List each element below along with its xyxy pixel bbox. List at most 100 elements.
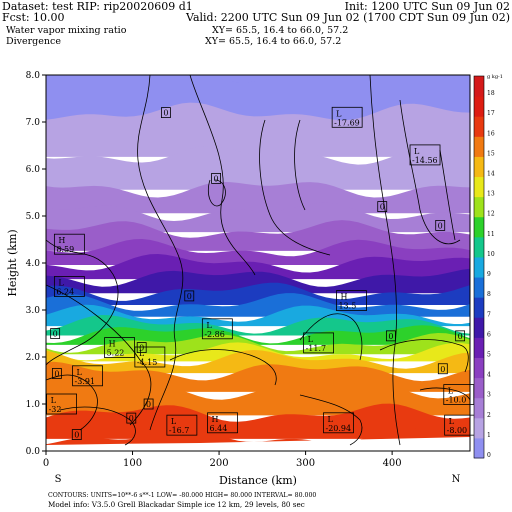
svg-text:6.24: 6.24: [56, 288, 74, 297]
colorbar-swatch: [474, 277, 484, 298]
colorbar-swatch: [474, 236, 484, 258]
contour-zero-label: 0: [143, 398, 154, 410]
svg-text:L: L: [414, 147, 420, 156]
shading-band: [46, 75, 470, 115]
contour-zero-label: 0: [455, 330, 466, 342]
svg-text:-3.91: -3.91: [75, 377, 96, 386]
y-tick-label: 2.0: [26, 353, 41, 363]
contour-zero-label: 0: [136, 342, 147, 354]
colorbar-label: 12: [487, 211, 495, 218]
svg-text:0: 0: [146, 400, 151, 409]
y-tick-label: 5.0: [26, 212, 41, 222]
contour-zero-label: 0: [51, 368, 62, 379]
svg-text:-2.86: -2.86: [204, 330, 225, 339]
svg-text:H: H: [212, 415, 219, 424]
svg-text:-10.0: -10.0: [446, 396, 467, 405]
colorbar-label: 18: [487, 90, 495, 97]
colorbar-label: 4: [487, 372, 491, 379]
colorbar-label: 1: [487, 432, 491, 439]
contour-line: [439, 149, 456, 241]
contour-line: [369, 75, 401, 446]
svg-text:L: L: [51, 396, 57, 405]
extremum-label: H13.5: [336, 290, 367, 312]
svg-text:H: H: [340, 293, 347, 302]
y-tick-label: 6.0: [26, 165, 41, 175]
svg-text:8.59: 8.59: [56, 245, 74, 254]
colorbar-label: 14: [487, 171, 495, 178]
extremum-label: L-11.7: [303, 332, 334, 354]
extremum-label: L-3.91: [72, 365, 103, 387]
y-tick-label: 0.0: [26, 447, 41, 457]
field2-label: Divergence: [6, 36, 61, 47]
shading-band: [46, 146, 470, 190]
svg-text:H: H: [58, 236, 65, 245]
svg-text:0: 0: [54, 369, 59, 378]
extremum-label: L-14.56: [409, 144, 441, 166]
svg-text:-4.15: -4.15: [137, 358, 158, 367]
init-label: Init: 1200 UTC Sun 09 Jun 02: [345, 0, 510, 13]
colorbar-swatch: [474, 216, 484, 238]
svg-text:0: 0: [74, 431, 79, 440]
contour-line: [189, 75, 256, 276]
svg-text:L: L: [449, 417, 455, 426]
x-tick-label: 200: [210, 458, 229, 469]
shading-band: [46, 325, 470, 345]
svg-text:6.44: 6.44: [210, 424, 228, 433]
colorbar-label: 0: [487, 452, 491, 459]
contour-line: [46, 374, 98, 431]
extremum-label: L-16.7: [166, 414, 198, 436]
y-tick-label: 8.0: [26, 71, 41, 81]
colorbar-swatch: [474, 297, 484, 318]
shading-band: [46, 403, 470, 439]
svg-text:5.22: 5.22: [107, 349, 125, 358]
svg-text:0: 0: [438, 221, 443, 230]
y-tick-label: 1.0: [26, 400, 41, 410]
colorbar-label: 13: [487, 191, 495, 198]
svg-text:0: 0: [388, 332, 393, 341]
moisture-shading: [46, 75, 470, 451]
svg-text:-32: -32: [49, 405, 62, 414]
contour-line: [46, 239, 119, 366]
svg-text:-16.7: -16.7: [169, 426, 190, 435]
colorbar-swatch: [474, 76, 484, 97]
svg-text:L: L: [336, 109, 342, 118]
valid-label: Valid: 2200 UTC Sun 09 Jun 02 (1700 CDT …: [185, 11, 510, 24]
contour-line: [294, 119, 306, 211]
contour-line: [399, 99, 461, 245]
colorbar-swatch: [474, 417, 484, 439]
axes: 0 100 200 300 400 0.0 1.0 2.0 3.0 4.0 5.0 6.0 7.0 8.0: [26, 71, 402, 469]
svg-text:L: L: [308, 335, 314, 344]
svg-text:0: 0: [163, 109, 168, 118]
shading-band: [46, 333, 470, 355]
colorbar-label: 2: [487, 412, 491, 419]
extremum-label: L6.24: [53, 276, 85, 297]
contour-zero-label: 0: [211, 172, 222, 184]
extremum-label: L-2.86: [201, 318, 233, 340]
contour-zero-label: 0: [184, 290, 195, 302]
contour-line: [259, 119, 331, 256]
svg-text:-20.94: -20.94: [325, 424, 351, 433]
field1-label: Water vapor mixing ratio: [6, 25, 127, 36]
colorbar-label: 6: [487, 331, 491, 338]
contour-zero-label: 0: [437, 363, 448, 375]
svg-text:L: L: [77, 368, 83, 377]
contour-line: [379, 339, 469, 373]
shading-band: [46, 282, 470, 305]
colorbar-label: 5: [487, 351, 491, 358]
colorbar-swatch: [474, 357, 484, 379]
contour-line: [59, 406, 136, 446]
extremum-label: L-4.15: [134, 346, 166, 368]
contour-line: [169, 349, 277, 386]
shading-band: [46, 254, 470, 280]
colorbar-label: 11: [487, 231, 495, 238]
colorbar-frame: [473, 75, 485, 459]
colorbar-label: 3: [487, 392, 491, 399]
colorbar-swatch: [474, 317, 484, 338]
contour-line: [46, 284, 152, 426]
colorbar-swatch: [474, 377, 484, 399]
colorbar-swatch: [474, 337, 484, 358]
xy1-label: XY= 65.5, 16.4 to 66.0, 57.2: [212, 25, 348, 36]
shading-band: [46, 268, 470, 294]
colorbar-swatch: [474, 256, 484, 278]
